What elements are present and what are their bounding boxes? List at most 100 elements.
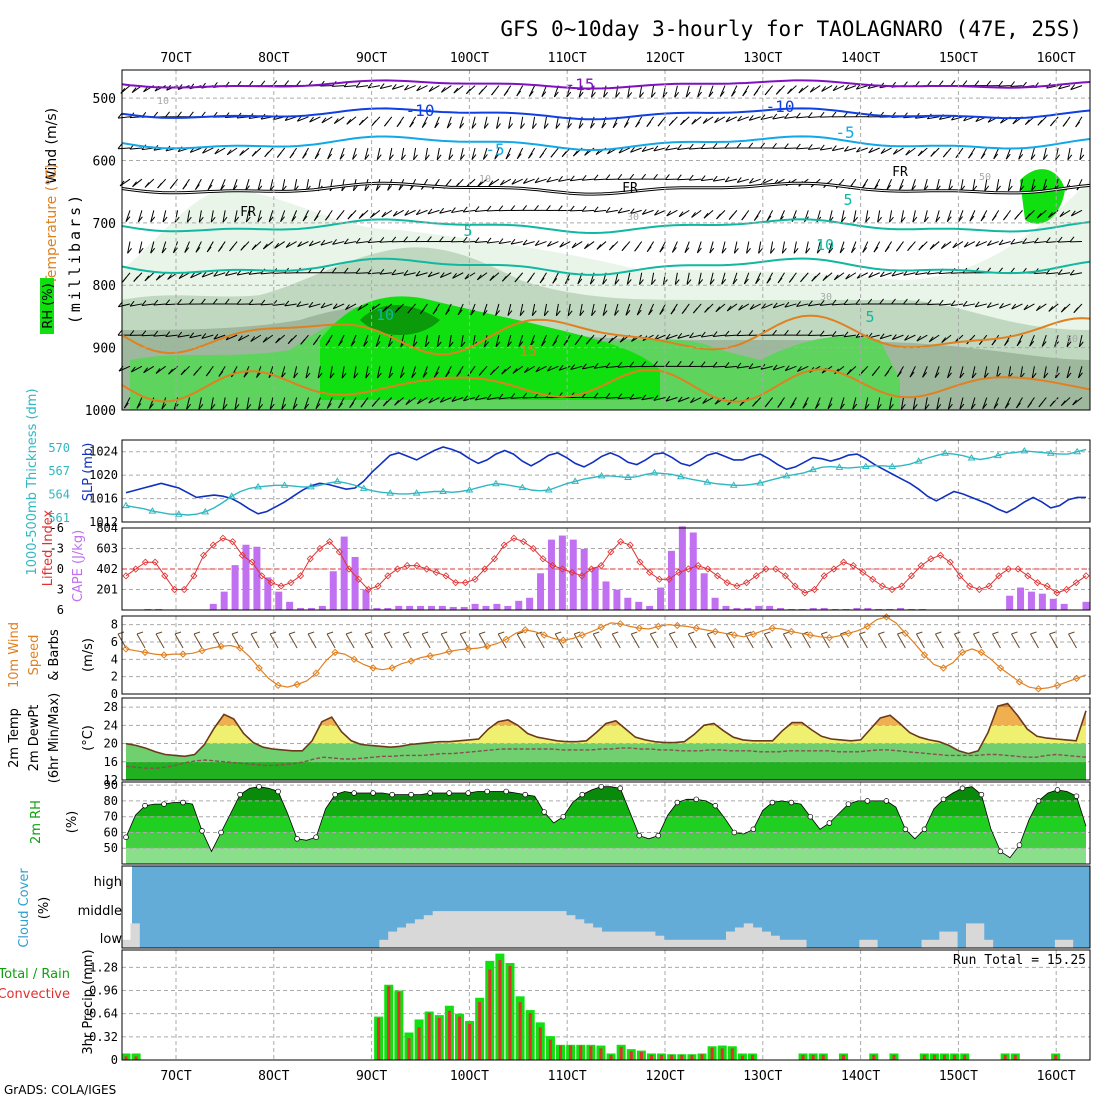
wind-barb <box>653 397 666 401</box>
wind-barb <box>602 303 607 316</box>
rh-marker <box>617 785 624 792</box>
wind-barb-flag <box>617 174 623 180</box>
surface-wind-barb <box>592 633 602 649</box>
wind-barb <box>963 303 975 307</box>
wind-barb <box>471 147 476 160</box>
wind-barb <box>305 366 309 379</box>
ylabel-total-rain: Total / Rain <box>0 967 70 982</box>
wind-barb-flag <box>143 367 149 373</box>
wind-barb-flag <box>672 247 677 253</box>
tick-label: 20 <box>104 737 118 751</box>
wind-barb-flag <box>605 392 611 399</box>
wind-barb-flag <box>974 80 980 86</box>
wind-barb <box>198 397 202 410</box>
wind-barb <box>820 303 833 306</box>
surface-wind-barb-flag <box>422 631 429 635</box>
wind-barb <box>488 178 500 187</box>
wind-barb-flag <box>905 149 911 156</box>
thickness-marker <box>967 453 976 461</box>
wind-barb-flag <box>370 212 375 219</box>
wind-barb <box>843 334 856 338</box>
rh-band <box>126 848 1086 864</box>
wind-barb <box>832 334 845 337</box>
tick-label: 0.64 <box>89 1007 118 1021</box>
wind-barb-flag <box>1012 118 1018 125</box>
lifted-index-marker <box>296 572 305 580</box>
wind-barb-flag <box>149 403 154 410</box>
wind-barb <box>891 272 904 277</box>
surface-wind-barb <box>668 633 678 649</box>
wind-barb <box>178 272 190 280</box>
wind-barb-flag <box>864 403 870 410</box>
wind-barb-flag <box>498 393 504 400</box>
wind-barb-flag <box>182 183 188 190</box>
rh-marker <box>921 826 928 833</box>
isotherm-minus-5 <box>121 135 1091 152</box>
surface-wind-barb <box>459 633 469 649</box>
wind-barb-flag <box>712 361 718 368</box>
wind-barb-flag <box>1043 154 1048 160</box>
isotherm-plus-5 <box>121 218 1091 235</box>
low-cloud-bar <box>592 927 603 948</box>
ylabel-cloud-cover: Cloud Cover <box>17 868 32 948</box>
lifted-index-marker <box>151 558 159 566</box>
convective-precip-bar <box>538 1027 542 1060</box>
cape-bar <box>820 607 828 610</box>
wind-barb-flag <box>775 89 781 95</box>
wind-barb-flag <box>590 122 595 129</box>
rh-shading <box>122 169 1090 410</box>
wind-barb <box>781 241 785 254</box>
low-cloud-bar <box>486 911 496 948</box>
cape-bar <box>853 607 861 610</box>
surface-wind-barb-flag <box>479 631 486 635</box>
tick-label: 603 <box>96 542 118 556</box>
lifted-index-marker <box>743 579 751 587</box>
wind-barb-flag <box>702 398 708 404</box>
wind-barb-flag <box>831 299 837 306</box>
wind-barb <box>642 209 654 215</box>
wind-barb <box>805 241 809 254</box>
wind-barb-flag <box>358 213 364 219</box>
wind-barb-flag <box>1072 399 1077 406</box>
wind-barb-flag <box>898 185 904 191</box>
wind-barb-flag <box>748 115 754 121</box>
wind-barb-flag <box>339 153 345 160</box>
wind-barb-flag <box>584 243 589 249</box>
wind-barb <box>853 210 857 223</box>
wind-barb <box>996 179 1000 192</box>
rh-marker <box>845 801 852 807</box>
wind-speed-marker <box>863 622 872 631</box>
wind-barb-flag <box>495 310 500 316</box>
convective-precip-bar <box>559 1045 563 1060</box>
wind-barb-flag <box>343 238 349 245</box>
wind-barb-flag <box>281 403 287 410</box>
wind-barb <box>422 366 428 378</box>
wind-barb-flag <box>873 246 879 253</box>
thickness-marker <box>861 462 870 470</box>
wind-barb-flag <box>186 403 192 410</box>
wind-barb-flag <box>617 361 623 368</box>
wind-barb-flag <box>224 298 230 305</box>
wind-barb-flag <box>488 180 494 187</box>
wind-barb-flag <box>832 85 838 91</box>
wind-barb-flag <box>1066 372 1072 379</box>
wind-barb-flag <box>300 338 306 345</box>
convective-precip-bar <box>1013 1054 1017 1060</box>
wind-barb <box>345 303 357 310</box>
wind-barb <box>495 335 500 347</box>
wind-barb <box>379 241 392 243</box>
wind-barb <box>726 303 738 312</box>
wind-barb-flag <box>670 308 676 315</box>
wind-barb <box>832 85 845 92</box>
wind-barb <box>701 334 714 338</box>
wind-barb-flag <box>982 403 988 410</box>
wind-barb <box>367 241 380 244</box>
contour-label: -10 <box>406 101 435 120</box>
lifted-index-marker <box>558 565 566 573</box>
wind-barb-flag <box>445 371 450 378</box>
wind-barb-flag <box>436 341 442 348</box>
lifted-index-marker <box>267 579 276 587</box>
wind-barb-flag <box>474 237 480 243</box>
top-date-label: 16OCT <box>1037 51 1076 66</box>
lifted-index-marker <box>587 565 596 573</box>
